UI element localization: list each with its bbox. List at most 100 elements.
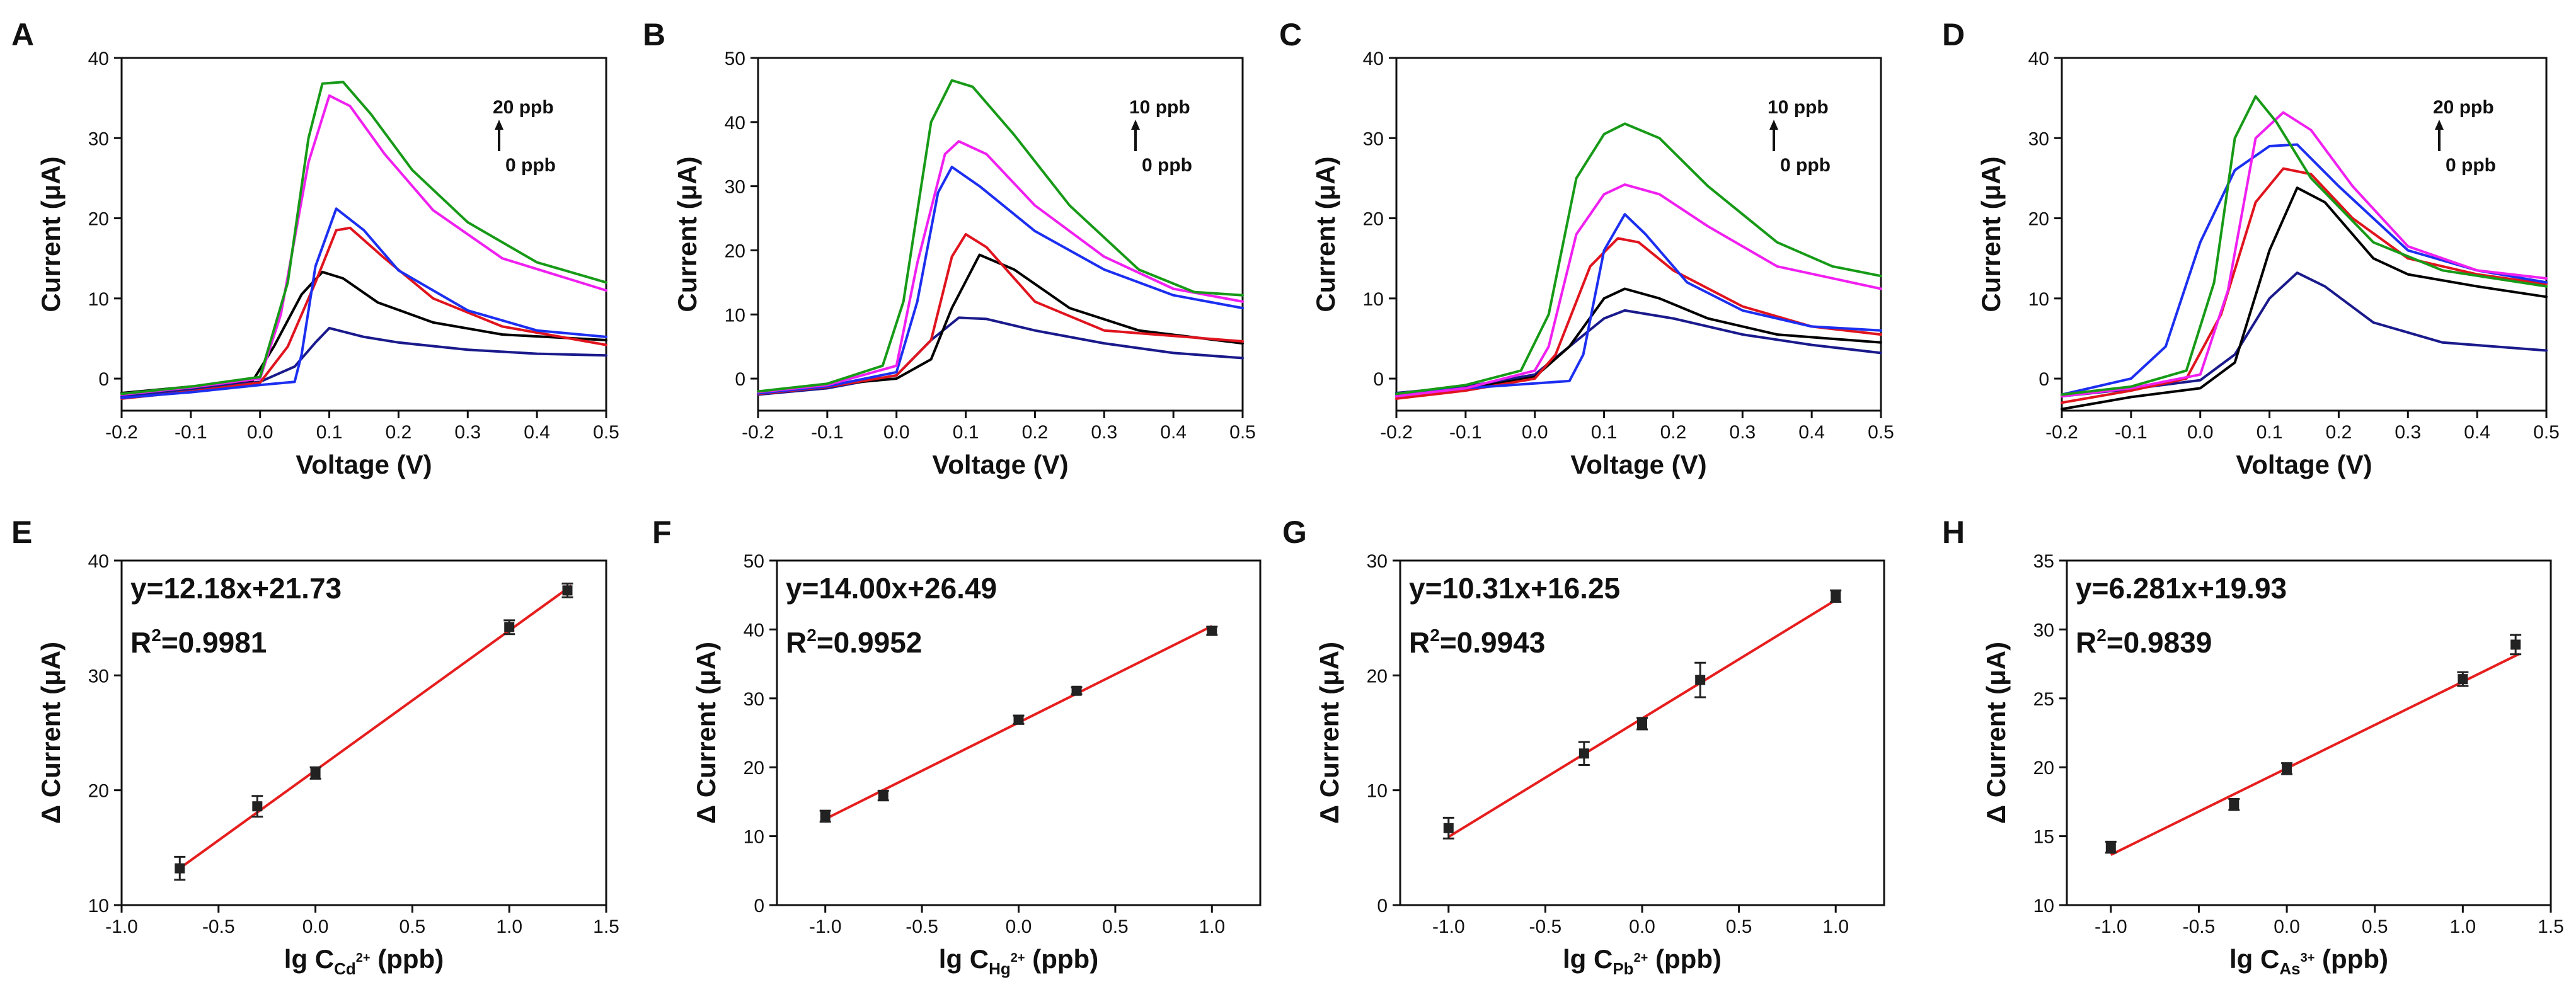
data-point: [310, 768, 321, 778]
arrow-head: [2435, 120, 2444, 130]
panel-letter-f: F: [652, 515, 672, 550]
x-tick-label: -0.1: [2115, 422, 2148, 443]
x-tick-label: -0.5: [906, 916, 938, 937]
series-line-1: [1395, 287, 1882, 398]
x-axis-title-superscript: 3+: [2301, 951, 2315, 965]
x-tick-label: 1.0: [496, 916, 522, 937]
data-point: [2105, 842, 2116, 853]
chart-panel-h: -1.0 -0.5 0.0 0.5 1.0 1.5 10 15 20 25 30 35 Δ Curren…: [1981, 551, 2564, 978]
y-tick-label: 30: [1363, 128, 1384, 149]
series-line-5: [120, 81, 607, 396]
y-tick-label: 0: [2038, 369, 2049, 390]
x-axis-title: lg CPb2+ (ppb): [1563, 944, 1722, 978]
x-tick-label: -0.5: [2183, 916, 2216, 937]
chart-panel-f: -1.0 -0.5 0.0 0.5 1.0 0 10 20 30 40 50 Δ Current (μ…: [691, 551, 1262, 978]
x-tick-label: 0.5: [1102, 916, 1129, 937]
annotation-top-label: 10 ppb: [1768, 97, 1829, 118]
annotation-top-label: 10 ppb: [1129, 97, 1190, 118]
y-tick-label: 10: [88, 289, 109, 310]
x-tick-label: 0.1: [1591, 422, 1618, 443]
y-tick-label: 30: [2028, 128, 2049, 149]
r-squared: R2=0.9952: [786, 625, 922, 659]
y-tick-label: 10: [725, 305, 745, 326]
series-line-3: [757, 166, 1244, 395]
x-tick-label: 0.1: [2257, 422, 2283, 443]
data-point: [878, 790, 888, 801]
x-tick-label: 0.0: [302, 916, 329, 937]
y-tick-label: 10: [2033, 896, 2054, 916]
y-tick-label: 0: [754, 896, 764, 916]
panel-letter-b: B: [643, 17, 665, 52]
y-tick-label: 20: [88, 209, 109, 230]
x-axis-title: Voltage (V): [296, 450, 432, 479]
x-tick-label: 0.0: [1006, 916, 1032, 937]
series-line-3: [1395, 213, 1882, 396]
y-axis-title: Current (μA): [36, 156, 66, 312]
y-axis-title: Current (μA): [672, 156, 702, 312]
x-tick-label: 0.0: [2187, 422, 2214, 443]
panel-letter-a: A: [11, 17, 34, 52]
x-tick-label: 0.0: [883, 422, 910, 443]
y-tick-label: 15: [2033, 827, 2054, 848]
x-tick-label: 0.1: [316, 422, 343, 443]
series-line-5: [1395, 122, 1882, 396]
fit-equation: y=14.00x+26.49: [786, 572, 997, 605]
x-axis-title: lg CAs3+ (ppb): [2229, 944, 2388, 978]
y-tick-label: 10: [88, 896, 109, 916]
x-axis-title-main: lg C: [939, 944, 989, 974]
arrow-head: [1769, 120, 1778, 130]
plot-frame: [2066, 559, 2552, 906]
y-tick-label: 30: [2033, 620, 2054, 641]
x-tick-label: 0.3: [1091, 422, 1117, 443]
r-squared: R2=0.9981: [130, 625, 267, 659]
x-axis-title-subscript: Hg: [989, 959, 1011, 978]
panel-letter-h: H: [1942, 515, 1965, 550]
r-squared-value: =0.9839: [2107, 626, 2212, 659]
x-axis-title-main: lg C: [2229, 944, 2279, 974]
plot-frame: [1399, 559, 1885, 906]
y-tick-label: 0: [1373, 369, 1384, 390]
panel-letter-c: C: [1279, 17, 1302, 52]
y-axis-title: Δ Current (μA): [691, 642, 721, 824]
x-tick-label: 1.5: [593, 916, 619, 937]
series-line-2: [120, 226, 607, 400]
r-squared-superscript: 2: [1430, 625, 1440, 645]
y-tick-label: 10: [744, 827, 764, 848]
x-tick-label: 0.4: [1798, 422, 1825, 443]
y-tick-label: 30: [744, 689, 764, 710]
x-axis-title-subscript: Cd: [334, 959, 356, 978]
x-tick-label: -0.1: [1449, 422, 1482, 443]
panel-letter-e: E: [11, 515, 32, 550]
data-point: [1071, 685, 1082, 696]
y-tick-label: 20: [2028, 209, 2049, 230]
chart-panel-d: -0.2 -0.1 0.0 0.1 0.2 0.3 0.4 0.5 0 10 20 30 40 Curre…: [1976, 48, 2560, 479]
annotation-top-label: 20 ppb: [493, 97, 554, 118]
series-line-4: [2061, 111, 2548, 398]
chart-panel-b: -0.2 -0.1 0.0 0.1 0.2 0.3 0.4 0.5 0 10 20 30 40 50 Cur…: [672, 48, 1256, 479]
annotation-bottom-label: 0 ppb: [505, 155, 556, 176]
y-tick-label: 25: [2033, 689, 2054, 710]
y-tick-label: 0: [1377, 896, 1388, 916]
y-tick-label: 20: [1363, 209, 1384, 230]
x-tick-label: 0.3: [2395, 422, 2421, 443]
x-axis-title: lg CCd2+ (ppb): [284, 944, 444, 978]
y-tick-label: 30: [1367, 551, 1388, 572]
arrow-head: [1131, 120, 1140, 130]
arrow-head: [495, 120, 503, 130]
y-tick-label: 35: [2033, 551, 2054, 572]
x-tick-label: 0.0: [2274, 916, 2300, 937]
chart-panel-a: -0.2 -0.1 0.0 0.1 0.2 0.3 0.4 0.5 0 10 20 30 40 Curre…: [36, 48, 619, 479]
x-tick-label: 0.4: [1160, 422, 1187, 443]
y-axis-title: Δ Current (μA): [1981, 642, 2011, 824]
annotation-bottom-label: 0 ppb: [1142, 155, 1192, 176]
x-axis-title: Voltage (V): [932, 450, 1068, 479]
series-line-0: [1395, 309, 1882, 394]
y-axis-title: Δ Current (μA): [36, 642, 66, 824]
data-point: [2282, 763, 2292, 774]
x-tick-label: 0.4: [2464, 422, 2490, 443]
r-squared-prefix: R: [1409, 626, 1430, 659]
y-tick-label: 50: [744, 551, 764, 572]
series-line-4: [1395, 183, 1882, 398]
plot-frame: [120, 57, 607, 412]
y-tick-label: 40: [744, 620, 764, 641]
